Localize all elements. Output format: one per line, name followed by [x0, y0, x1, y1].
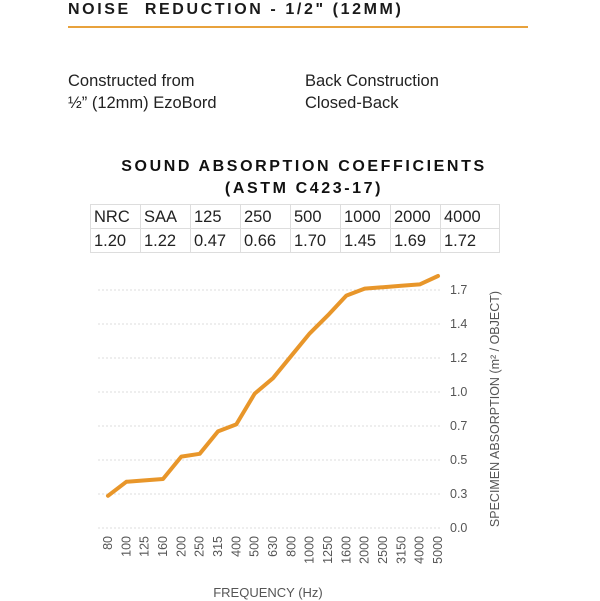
x-tick-label: 3150	[394, 536, 408, 564]
y-tick-label: 1.7	[450, 283, 467, 297]
table-header-cell: 1000	[340, 204, 391, 229]
x-tick-label: 2000	[358, 536, 372, 564]
x-tick-label: 4000	[413, 536, 427, 564]
y-tick-label: 1.2	[450, 351, 467, 365]
x-tick-label: 1250	[321, 536, 335, 564]
x-tick-label: 100	[119, 536, 133, 557]
x-axis-label: FREQUENCY (Hz)	[213, 585, 323, 600]
x-tick-label: 200	[174, 536, 188, 557]
table-value-cell: 0.47	[190, 228, 241, 253]
back-construction-spec: Back Construction Closed-Back	[305, 70, 439, 114]
y-tick-label: 0.7	[450, 419, 467, 433]
back-construction-value: Closed-Back	[305, 94, 399, 112]
table-value-cell: 1.20	[90, 228, 141, 253]
construction-label: Constructed from	[68, 72, 195, 90]
title-divider	[68, 26, 528, 28]
coefficients-table: NRC SAA 125 250 500 1000 2000 4000 1.20 …	[90, 204, 500, 253]
table-value-cell: 1.45	[340, 228, 391, 253]
y-tick-label: 1.0	[450, 385, 467, 399]
x-tick-label: 630	[266, 536, 280, 557]
table-header-cell: SAA	[140, 204, 191, 229]
x-tick-label: 160	[156, 536, 170, 557]
table-value-cell: 1.69	[390, 228, 441, 253]
y-tick-label: 1.4	[450, 317, 467, 331]
table-header-cell: 500	[290, 204, 341, 229]
y-tick-label: 0.5	[450, 453, 467, 467]
table-value-cell: 1.22	[140, 228, 191, 253]
y-axis-label: SPECIMEN ABSORPTION (m² / OBJECT)	[488, 291, 502, 527]
x-tick-label: 1000	[303, 536, 317, 564]
table-header-cell: 250	[240, 204, 291, 229]
table-value-cell: 1.70	[290, 228, 341, 253]
y-tick-label: 0.0	[450, 521, 467, 535]
absorption-title: SOUND ABSORPTION COEFFICIENTS	[121, 158, 487, 175]
x-tick-label: 80	[101, 536, 115, 550]
x-tick-label: 250	[193, 536, 207, 557]
x-tick-label: 5000	[431, 536, 445, 564]
x-tick-label: 125	[138, 536, 152, 557]
x-tick-label: 2500	[376, 536, 390, 564]
construction-value: ½” (12mm) EzoBord	[68, 94, 217, 112]
x-tick-label: 400	[229, 536, 243, 557]
construction-spec: Constructed from ½” (12mm) EzoBord	[68, 70, 217, 114]
table-value-cell: 1.72	[440, 228, 500, 253]
y-tick-label: 0.3	[450, 487, 467, 501]
coefficients-value-row: 1.20 1.22 0.47 0.66 1.70 1.45 1.69 1.72	[90, 228, 500, 253]
x-tick-label: 500	[248, 536, 262, 557]
x-tick-label: 800	[284, 536, 298, 557]
table-value-cell: 0.66	[240, 228, 291, 253]
series-line	[106, 274, 440, 498]
table-header-cell: 2000	[390, 204, 441, 229]
page-title: NOISE REDUCTION - 1/2" (12MM)	[68, 1, 404, 18]
x-tick-label: 315	[211, 536, 225, 557]
x-tick-label: 1600	[339, 536, 353, 564]
absorption-standard: (ASTM C423-17)	[224, 180, 384, 197]
back-construction-label: Back Construction	[305, 72, 439, 90]
